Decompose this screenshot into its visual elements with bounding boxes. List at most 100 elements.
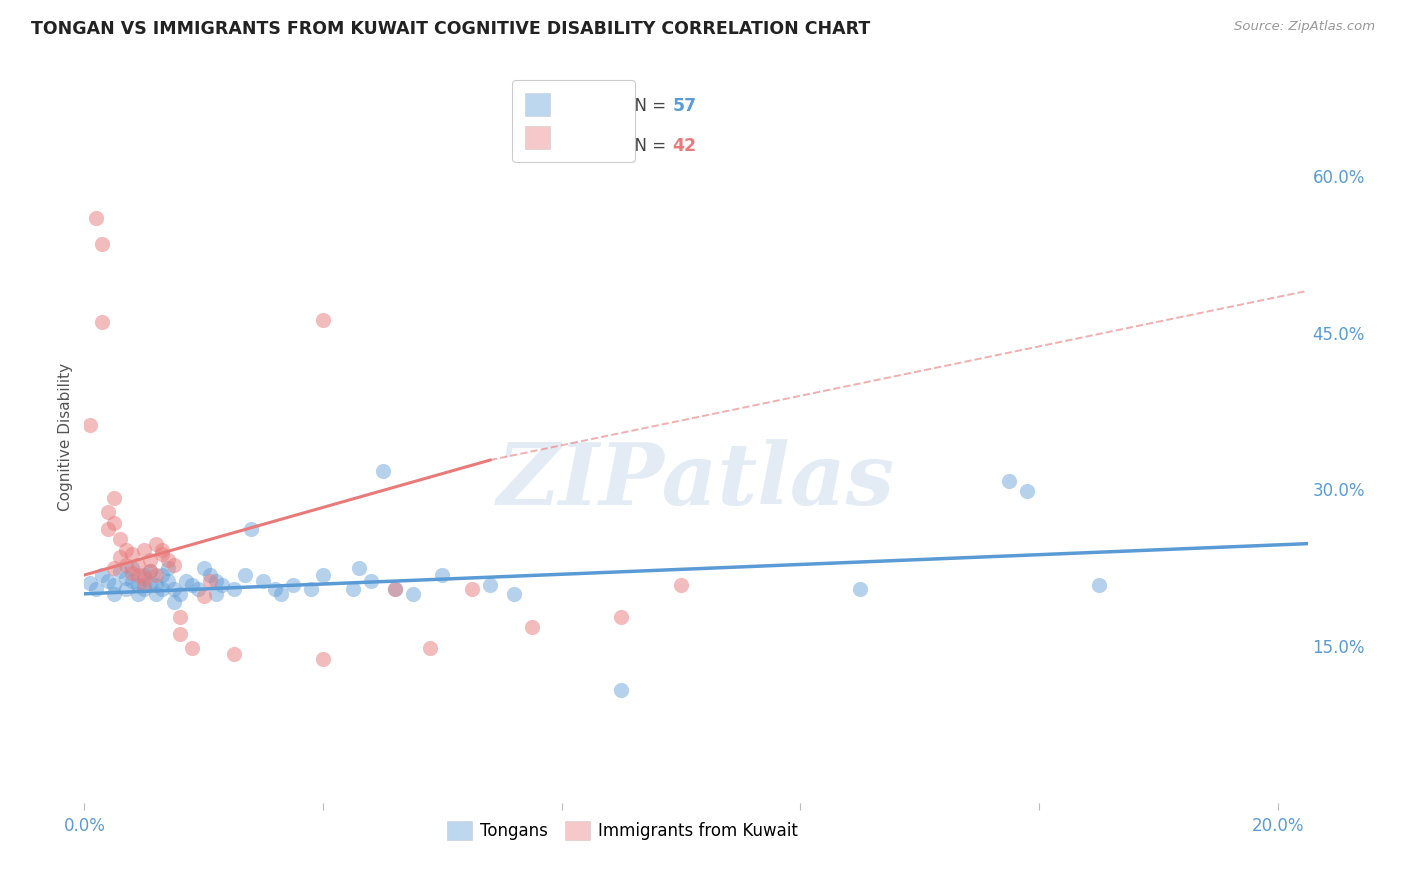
- Point: [145, 578, 167, 592]
- Point: [222, 582, 245, 596]
- Point: [270, 587, 292, 601]
- Point: [174, 574, 197, 589]
- Point: [1017, 484, 1039, 499]
- Point: [401, 587, 423, 601]
- Point: [121, 547, 143, 561]
- Point: [371, 463, 394, 477]
- Point: [193, 560, 215, 574]
- Point: [610, 609, 633, 624]
- Legend: Tongans, Immigrants from Kuwait: Tongans, Immigrants from Kuwait: [440, 814, 804, 847]
- Point: [156, 553, 179, 567]
- Point: [312, 313, 335, 327]
- Point: [204, 574, 226, 589]
- Point: [139, 576, 162, 591]
- Point: [156, 574, 179, 589]
- Point: [610, 682, 633, 697]
- Point: [108, 564, 131, 578]
- Text: Source: ZipAtlas.com: Source: ZipAtlas.com: [1234, 20, 1375, 33]
- Point: [150, 568, 173, 582]
- Point: [1087, 578, 1109, 592]
- Point: [187, 582, 209, 596]
- Point: [211, 578, 233, 592]
- Point: [432, 568, 454, 582]
- Point: [222, 648, 245, 662]
- Text: ZIPatlas: ZIPatlas: [496, 439, 896, 523]
- Point: [998, 474, 1021, 488]
- Text: 0.192: 0.192: [565, 137, 620, 155]
- Point: [384, 582, 406, 596]
- Point: [520, 620, 543, 634]
- Point: [103, 560, 125, 574]
- Point: [103, 587, 125, 601]
- Point: [669, 578, 692, 592]
- Point: [283, 578, 305, 592]
- Point: [84, 211, 107, 225]
- Point: [103, 516, 125, 530]
- Point: [479, 578, 502, 592]
- Point: [169, 626, 191, 640]
- Y-axis label: Cognitive Disability: Cognitive Disability: [58, 363, 73, 511]
- Point: [163, 558, 186, 572]
- Point: [139, 553, 162, 567]
- Text: 42: 42: [672, 137, 697, 155]
- Point: [115, 558, 138, 572]
- Point: [252, 574, 274, 589]
- Point: [108, 533, 131, 547]
- Point: [312, 651, 335, 665]
- Point: [115, 543, 138, 558]
- Point: [169, 609, 191, 624]
- Point: [169, 587, 191, 601]
- Point: [145, 568, 167, 582]
- Point: [84, 582, 107, 596]
- Point: [503, 587, 526, 601]
- Point: [145, 587, 167, 601]
- Point: [204, 587, 226, 601]
- Point: [132, 543, 155, 558]
- Text: N =: N =: [624, 97, 671, 115]
- Point: [127, 578, 149, 592]
- Point: [461, 582, 484, 596]
- Point: [312, 568, 335, 582]
- Point: [132, 578, 155, 592]
- Text: 0.223: 0.223: [565, 97, 620, 115]
- Point: [145, 536, 167, 550]
- Point: [91, 568, 114, 582]
- Point: [132, 568, 155, 582]
- Point: [163, 582, 186, 596]
- Point: [198, 568, 221, 582]
- Point: [121, 560, 143, 574]
- Point: [299, 582, 322, 596]
- Point: [235, 568, 257, 582]
- Point: [180, 641, 202, 656]
- Point: [193, 589, 215, 603]
- Point: [91, 315, 114, 329]
- Point: [79, 417, 101, 432]
- Point: [103, 578, 125, 592]
- Point: [115, 571, 138, 585]
- Point: [132, 582, 155, 596]
- Point: [79, 576, 101, 591]
- Point: [121, 566, 143, 580]
- Point: [198, 574, 221, 589]
- Point: [91, 236, 114, 251]
- Point: [156, 560, 179, 574]
- Point: [163, 595, 186, 609]
- Point: [97, 522, 120, 536]
- Point: [150, 543, 173, 558]
- Text: 57: 57: [672, 97, 697, 115]
- Point: [342, 582, 364, 596]
- Point: [849, 582, 872, 596]
- Point: [121, 574, 143, 589]
- Point: [150, 582, 173, 596]
- Point: [139, 564, 162, 578]
- Text: R =: R =: [519, 137, 554, 155]
- Point: [180, 578, 202, 592]
- Point: [127, 568, 149, 582]
- Point: [97, 505, 120, 519]
- Text: R =: R =: [519, 97, 554, 115]
- Text: N =: N =: [624, 137, 671, 155]
- Point: [347, 560, 370, 574]
- Point: [97, 574, 120, 589]
- Point: [108, 550, 131, 565]
- Point: [419, 641, 441, 656]
